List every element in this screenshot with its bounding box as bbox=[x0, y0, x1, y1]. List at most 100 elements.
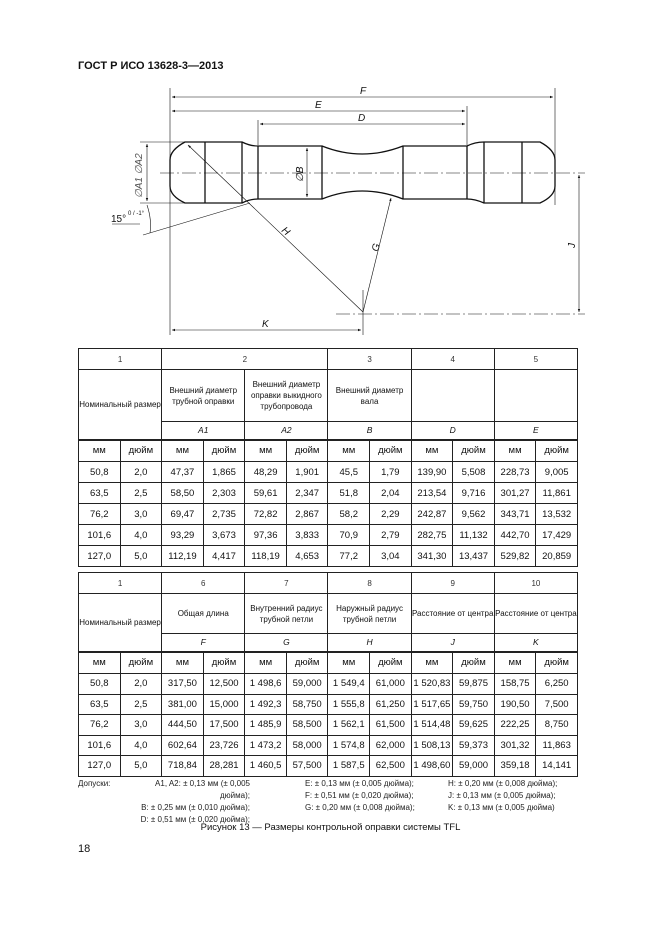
table-cell: 213,54 bbox=[410, 482, 454, 504]
table-cell: 4,0 bbox=[119, 734, 163, 756]
table-cell: 59,875 bbox=[452, 673, 495, 695]
table-cell: 59,000 bbox=[452, 755, 495, 777]
table-cell: 5,508 bbox=[452, 461, 495, 483]
column-number: 10 bbox=[493, 572, 579, 594]
units-row: мм дюйм мм дюйм мм дюйм мм дюйм мм дюйм мм дюйм bbox=[78, 650, 578, 674]
table-cell: 51,8 bbox=[327, 482, 371, 504]
table-cell: 59,373 bbox=[452, 734, 495, 756]
column-number: 1 bbox=[77, 348, 163, 370]
figure-caption: Рисунок 13 — Размеры контрольной оправки… bbox=[200, 822, 461, 833]
tolerance-H: H: ± 0,20 мм (± 0,008 дюйма); bbox=[448, 779, 558, 788]
column-number: 4 bbox=[410, 348, 495, 370]
unit-header: дюйм bbox=[202, 650, 246, 674]
table-cell: 112,19 bbox=[161, 545, 204, 567]
table-cell: 58,2 bbox=[327, 503, 371, 525]
table-cell: 58,750 bbox=[285, 693, 329, 715]
tolerances-col-3: H: ± 0,20 мм (± 0,008 дюйма); J: ± 0,13 … bbox=[448, 778, 557, 814]
table-cell: 63,5 bbox=[78, 482, 121, 504]
table-cell: 8,750 bbox=[535, 714, 578, 736]
table-cell: 1 498,6 bbox=[244, 673, 287, 695]
table-cell: 2,347 bbox=[285, 482, 329, 504]
unit-header: мм bbox=[410, 438, 454, 462]
unit-header: мм bbox=[327, 650, 371, 674]
label-B: ∅B bbox=[295, 166, 306, 182]
label-J: J bbox=[567, 242, 578, 249]
table-cell: 4,417 bbox=[202, 545, 246, 567]
table-cell: 12,500 bbox=[202, 673, 246, 695]
tolerance-D: D: ± 0,51 мм (± 0,020 дюйма); bbox=[140, 815, 250, 824]
tolerances-label: Допуски: bbox=[78, 779, 111, 788]
dimension-letter: A1 bbox=[161, 421, 246, 440]
table-cell: 28,281 bbox=[202, 755, 246, 777]
unit-header: дюйм bbox=[452, 438, 495, 462]
table-cell: 317,50 bbox=[161, 673, 204, 695]
unit-header: дюйм bbox=[535, 438, 578, 462]
description-cell: Внешний диаметр вала bbox=[327, 369, 412, 422]
mandrel-outline bbox=[169, 141, 556, 204]
table-cell: 23,726 bbox=[202, 734, 246, 756]
unit-header: мм bbox=[244, 650, 287, 674]
table-cell: 2,303 bbox=[202, 482, 246, 504]
table-cell: 48,29 bbox=[244, 461, 287, 483]
unit-header: дюйм bbox=[285, 438, 329, 462]
description-cell: Общая длина bbox=[161, 593, 246, 634]
table-cell: 602,64 bbox=[161, 734, 204, 756]
tolerance-B: B: ± 0,25 мм (± 0,010 дюйма); bbox=[141, 803, 250, 812]
description-cell: Номинальный размер bbox=[77, 369, 163, 440]
dimension-letter: A2 bbox=[244, 421, 329, 440]
table-cell: 139,90 bbox=[410, 461, 454, 483]
table-cell: 101,6 bbox=[78, 524, 121, 546]
table-cell: 1 460,5 bbox=[244, 755, 287, 777]
tolerances-col-1: A1, A2: ± 0,13 мм (± 0,005 дюйма); B: ± … bbox=[130, 778, 250, 826]
dimensions-table-2: 1 6 7 8 9 10 Номинальный размер Общая длина Внут… bbox=[77, 572, 579, 777]
unit-header: мм bbox=[327, 438, 371, 462]
table-cell: 1 485,9 bbox=[244, 714, 287, 736]
table-cell: 2,5 bbox=[119, 693, 163, 715]
dimension-letter: G bbox=[244, 633, 329, 652]
table-cell: 1 517,65 bbox=[410, 693, 454, 715]
label-angle-tolerance: 0 / -1° bbox=[128, 211, 145, 217]
table-row: 50,8 2,0 317,50 12,500 1 498,6 59,000 1 549,4 6… bbox=[78, 673, 578, 695]
table-row: 127,0 5,0 718,84 28,281 1 460,5 57,500 1 587,5… bbox=[78, 755, 578, 777]
table-cell: 1 520,83 bbox=[410, 673, 454, 695]
table-cell: 190,50 bbox=[493, 693, 537, 715]
unit-header: дюйм bbox=[202, 438, 246, 462]
table-cell: 381,00 bbox=[161, 693, 204, 715]
table-cell: 2,79 bbox=[369, 524, 412, 546]
table-cell: 3,833 bbox=[285, 524, 329, 546]
table-cell: 7,500 bbox=[535, 693, 578, 715]
table-cell: 1 498,60 bbox=[410, 755, 454, 777]
table-row: 76,2 3,0 69,47 2,735 72,82 2,867 58,2 2,29 242,8… bbox=[78, 503, 578, 525]
description-cell bbox=[493, 369, 579, 422]
table-cell: 9,716 bbox=[452, 482, 495, 504]
table-cell: 13,437 bbox=[452, 545, 495, 567]
table-cell: 11,861 bbox=[535, 482, 578, 504]
table-cell: 442,70 bbox=[493, 524, 537, 546]
description-row: Номинальный размер Общая длина Внутренний … bbox=[77, 593, 579, 652]
table-cell: 1 492,3 bbox=[244, 693, 287, 715]
table-cell: 45,5 bbox=[327, 461, 371, 483]
table-cell: 61,000 bbox=[369, 673, 412, 695]
table-cell: 9,005 bbox=[535, 461, 578, 483]
table-cell: 3,04 bbox=[369, 545, 412, 567]
table-cell: 301,32 bbox=[493, 734, 537, 756]
label-K: K bbox=[262, 319, 270, 330]
dimension-letter: H bbox=[327, 633, 412, 652]
table-cell: 70,9 bbox=[327, 524, 371, 546]
table-cell: 14,141 bbox=[535, 755, 578, 777]
table-cell: 57,500 bbox=[285, 755, 329, 777]
column-number: 2 bbox=[161, 348, 329, 370]
table-row: 101,6 4,0 93,29 3,673 97,36 3,833 70,9 2,79 282,… bbox=[78, 524, 578, 546]
table-cell: 3,0 bbox=[119, 714, 163, 736]
dimension-letter: F bbox=[161, 633, 246, 652]
table-cell: 69,47 bbox=[161, 503, 204, 525]
description-cell bbox=[410, 369, 495, 422]
table-cell: 127,0 bbox=[78, 755, 121, 777]
table-cell: 242,87 bbox=[410, 503, 454, 525]
table-cell: 17,500 bbox=[202, 714, 246, 736]
dimension-lines bbox=[112, 88, 585, 335]
table-row: 127,0 5,0 112,19 4,417 118,19 4,653 77,2 3,04 34… bbox=[78, 545, 578, 567]
table-cell: 61,500 bbox=[369, 714, 412, 736]
table-cell: 2,5 bbox=[119, 482, 163, 504]
